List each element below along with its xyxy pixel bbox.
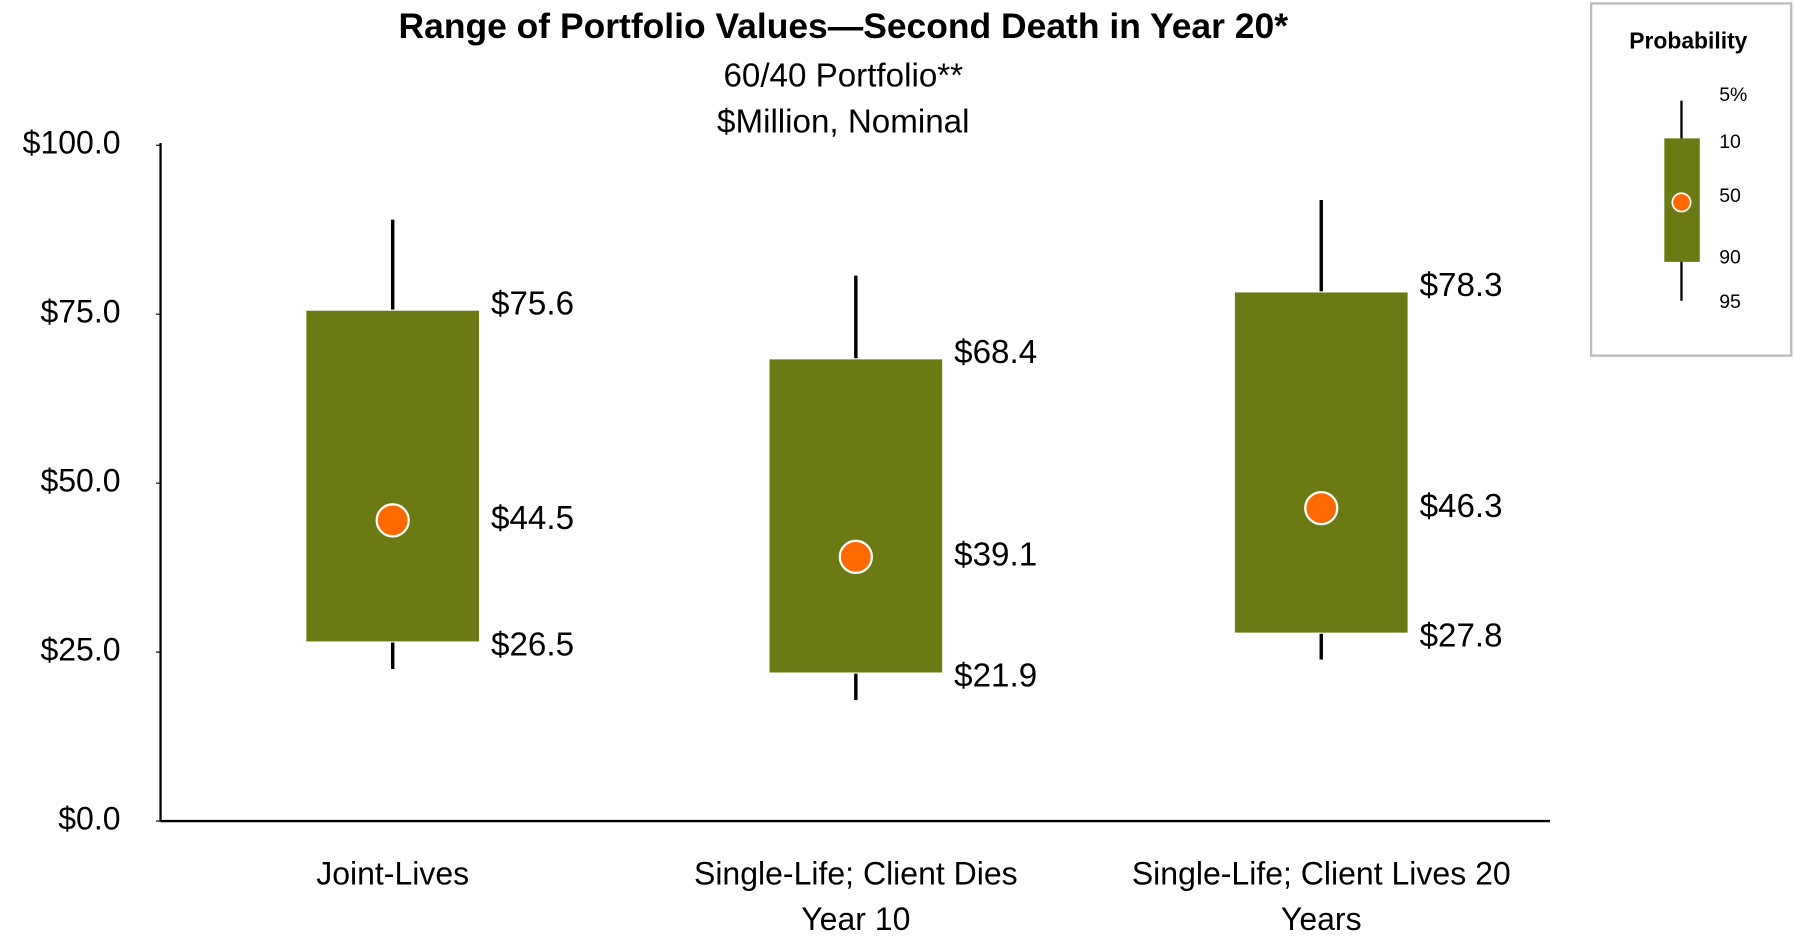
box: [305, 309, 481, 643]
value-label: $44.5: [491, 500, 574, 537]
legend-title: Probability: [1629, 27, 1747, 53]
chart-title: Range of Portfolio Values—Second Death i…: [399, 6, 1289, 46]
y-tick-label: $50.0: [40, 463, 120, 499]
median: [838, 539, 873, 574]
y-tick-label: $0.0: [58, 801, 120, 837]
legend-label: 5%: [1719, 84, 1747, 106]
x-tick-label: Single-Life; Client Lives 20: [1132, 855, 1511, 891]
y-tick-label: $25.0: [40, 632, 120, 668]
x-tick-label: Joint-Lives: [316, 855, 469, 891]
legend: Probability 5% 10 50 90 95: [1589, 2, 1793, 357]
value-label: $75.6: [491, 285, 574, 322]
value-label: $39.1: [954, 537, 1037, 574]
x-tick-label: Years: [1281, 901, 1362, 937]
value-label: $78.3: [1420, 267, 1503, 304]
box: [768, 358, 944, 674]
legend-label: 90: [1719, 247, 1741, 269]
legend-label: 95: [1719, 291, 1741, 313]
value-label: $27.8: [1420, 618, 1503, 655]
y-tick-label: $100.0: [23, 125, 121, 161]
legend-median: [1671, 192, 1692, 213]
legend-label: 50: [1719, 185, 1741, 207]
value-label: $26.5: [491, 626, 574, 663]
median: [375, 503, 410, 538]
value-label: $21.9: [954, 657, 1037, 694]
median: [1304, 491, 1339, 526]
y-tick-label: $75.0: [40, 294, 120, 330]
x-tick-label: Year 10: [801, 901, 910, 937]
value-label: $46.3: [1420, 488, 1503, 525]
chart-subtitle: 60/40 Portfolio**: [723, 58, 963, 95]
unit-label: $Million, Nominal: [717, 103, 969, 140]
box: [1233, 291, 1409, 634]
x-tick-label: Single-Life; Client Dies: [694, 855, 1018, 891]
legend-label: 10: [1719, 131, 1741, 153]
value-label: $68.4: [954, 334, 1037, 371]
